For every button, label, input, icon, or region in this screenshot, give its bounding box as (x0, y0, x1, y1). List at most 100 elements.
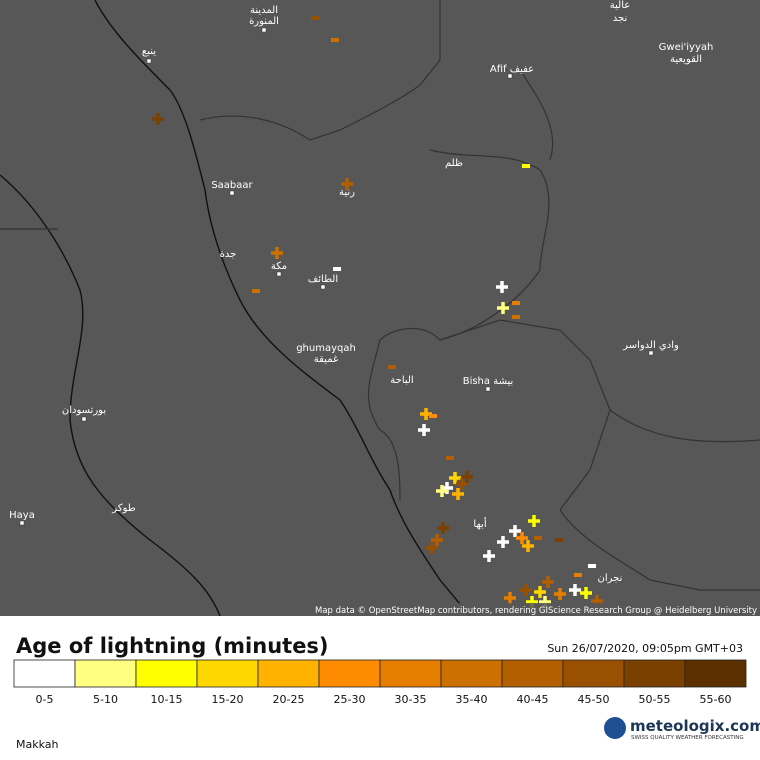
place-label: الطائف (308, 274, 338, 285)
strike-positive (516, 532, 528, 544)
legend-swatch (440, 659, 503, 688)
place-label: Saabaar (211, 180, 253, 191)
tagline: SWISS QUALITY WEATHER FORECASTING (631, 735, 744, 741)
place-dot (229, 190, 235, 196)
map-background (0, 0, 760, 616)
strike-positive (152, 113, 164, 125)
strike-negative (588, 564, 596, 568)
place-label: غميقة (314, 354, 338, 365)
place-dot (485, 386, 491, 392)
place-dot (507, 73, 513, 79)
strike-positive (522, 540, 534, 552)
legend-swatch (135, 659, 198, 688)
strike-negative (311, 16, 319, 20)
legend-label: 40-45 (517, 693, 549, 706)
coastline (0, 0, 471, 616)
legend-bins: 0-5 5-10 10-15 15-20 20-25 25-30 30-35 35-40 40-… (13, 659, 747, 706)
place-label: مكة (271, 261, 287, 272)
strike-positive (580, 587, 592, 599)
strike-negative (522, 164, 530, 168)
strike-negative (574, 573, 582, 577)
place-label: Afif عفيف (490, 64, 534, 75)
borders (0, 0, 760, 591)
strike-negative (252, 289, 260, 293)
place-dot (19, 520, 25, 526)
strike-positive (554, 588, 566, 600)
legend-label: 50-55 (639, 693, 671, 706)
attribution: Map data © OpenStreetMap contributors, r… (315, 606, 757, 616)
place-label: Gwei'iyyah (659, 42, 714, 53)
strike-positive (497, 536, 509, 548)
legend-label: 25-30 (334, 693, 366, 706)
place-label: ظلم (445, 158, 463, 169)
legend: Age of lightning (minutes) Sun 26/07/202… (13, 634, 760, 751)
place-label: القويعية (670, 54, 702, 65)
brand: meteologix.com (630, 717, 760, 735)
place-label: المنورة (249, 16, 279, 27)
place-label: Haya (9, 510, 35, 521)
strike-negative (512, 315, 520, 319)
strike-negative (333, 267, 341, 271)
place-dot (648, 350, 654, 356)
strike-positive (520, 584, 532, 596)
legend-swatch (684, 659, 747, 688)
map: المدينة المنورة ينبع Afif عفيف Gwei'iyya… (0, 0, 760, 616)
strike-negative (429, 414, 437, 418)
place-label: أبها (473, 517, 486, 530)
place-dots (19, 27, 654, 526)
strike-positive (418, 424, 430, 436)
strike-positive (528, 515, 540, 527)
strike-positive (483, 550, 495, 562)
place-label: وادي الدواسر (622, 340, 679, 351)
strike-positive (452, 488, 464, 500)
place-dot (146, 58, 152, 64)
strike-positive (456, 478, 468, 490)
strike-positive (437, 522, 449, 534)
place-label: ينبع (142, 46, 156, 57)
legend-swatch (501, 659, 564, 688)
strike-positive (271, 247, 283, 259)
strike-positive (431, 534, 443, 546)
strike-positive (497, 302, 509, 314)
strike-positive (542, 576, 554, 588)
place-label: جدة (220, 249, 237, 260)
places: المدينة المنورة ينبع Afif عفيف Gwei'iyya… (9, 0, 713, 584)
place-label: بورتسودان (62, 405, 106, 416)
place-label: ghumayqah (296, 343, 356, 354)
place-dot (81, 416, 87, 422)
logo: meteologix.com SWISS QUALITY WEATHER FOR… (604, 717, 760, 741)
strike-negative (331, 38, 339, 42)
attribution-bg (336, 603, 760, 616)
strike-positive (436, 485, 448, 497)
place-label: الباحة (390, 375, 413, 386)
strike-negative (555, 538, 563, 542)
strike-positive (426, 542, 438, 554)
timestamp: Sun 26/07/2020, 09:05pm GMT+03 (547, 642, 743, 655)
strike-negative (512, 301, 520, 305)
legend-swatch (318, 659, 381, 688)
location: Makkah (16, 738, 59, 751)
legend-label: 5-10 (93, 693, 118, 706)
strike-positive (496, 281, 508, 293)
legend-swatch (74, 659, 137, 688)
legend-label: 10-15 (151, 693, 183, 706)
strike-positive (449, 472, 461, 484)
place-label: نجران (598, 573, 623, 584)
legend-title: Age of lightning (minutes) (16, 634, 329, 658)
legend-swatch (257, 659, 320, 688)
lightning-strikes (152, 16, 603, 608)
legend-swatch (623, 659, 686, 688)
legend-swatch (562, 659, 625, 688)
legend-swatch (379, 659, 442, 688)
strike-positive (504, 592, 516, 604)
strike-negative (388, 365, 396, 369)
legend-label: 55-60 (700, 693, 732, 706)
legend-label: 35-40 (456, 693, 488, 706)
place-label: رنية (339, 187, 355, 198)
place-label: طوكر (111, 503, 135, 514)
strike-positive (341, 178, 353, 190)
legend-label: 0-5 (36, 693, 54, 706)
strike-positive (509, 525, 521, 537)
legend-swatch (196, 659, 259, 688)
